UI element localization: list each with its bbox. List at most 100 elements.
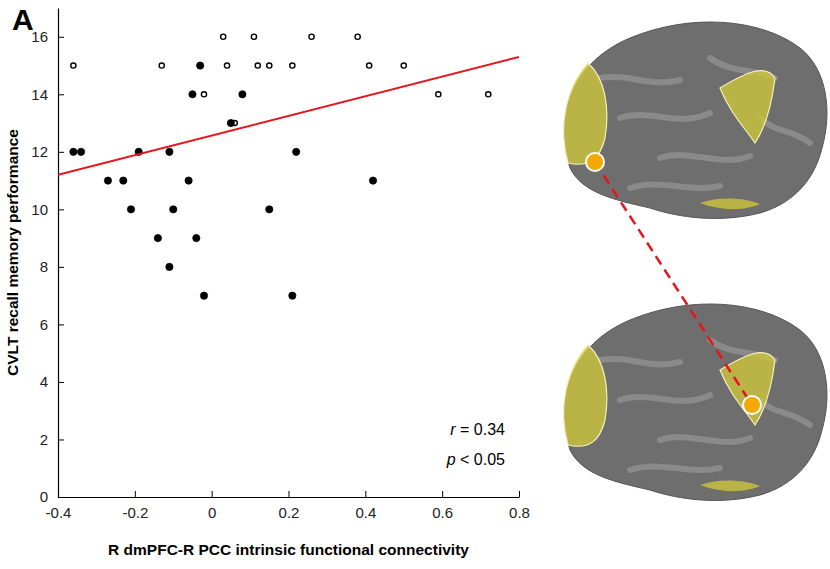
x-axis: -0.4 -0.2 0 0.2 0.4 0.6 0.8: [46, 491, 530, 521]
filled-point: [200, 292, 207, 299]
filled-point: [227, 119, 234, 126]
filled-point: [77, 148, 84, 155]
y-tick-mark: [58, 94, 64, 95]
brain: [564, 22, 827, 218]
y-tick-mark: [58, 382, 64, 383]
x-tick: 0: [208, 491, 216, 521]
filled-point: [185, 177, 192, 184]
open-point: [251, 34, 256, 39]
y-tick-label: 4: [40, 373, 48, 390]
seed-point: [586, 153, 604, 171]
dmpfc-region: [564, 345, 607, 446]
open-point: [436, 92, 441, 97]
open-point: [224, 63, 229, 68]
panel-letter: A: [12, 3, 34, 36]
open-point: [309, 34, 314, 39]
y-tick: 8: [40, 258, 64, 275]
pcc-region: [720, 353, 775, 425]
x-tick-label: -0.4: [46, 504, 72, 521]
open-point: [267, 63, 272, 68]
x-tick: 0.8: [509, 491, 530, 521]
x-tick-label: 0.6: [432, 504, 453, 521]
filled-point: [239, 91, 246, 98]
x-tick-label: 0: [208, 504, 216, 521]
connection-line: [595, 162, 752, 405]
y-axis-line: [58, 9, 59, 498]
open-point: [159, 63, 164, 68]
brain-gyrus: [660, 437, 750, 442]
y-tick-label: 8: [40, 258, 48, 275]
filled-point: [70, 148, 77, 155]
y-tick-mark: [58, 209, 64, 210]
y-tick-label: 16: [31, 28, 48, 45]
brain-gyrus: [630, 184, 720, 188]
filled-point: [289, 292, 296, 299]
y-tick: 10: [31, 201, 64, 218]
plot: -0.4-0.200.20.40.60.80246810121416r = 0.…: [31, 9, 530, 521]
x-tick-mark: [365, 491, 366, 497]
y-tick-label: 2: [40, 431, 48, 448]
x-tick-label: -0.2: [122, 504, 148, 521]
filled-point: [189, 91, 196, 98]
x-tick: 0.4: [355, 491, 376, 521]
open-point: [355, 34, 360, 39]
brain-gyrus: [600, 359, 680, 364]
x-axis-title: R dmPFC-R PCC intrinsic functional conne…: [108, 541, 469, 558]
filled-point: [166, 148, 173, 155]
x-tick-label: 0.2: [279, 504, 300, 521]
dmpfc-region: [564, 63, 607, 164]
open-point: [290, 63, 295, 68]
pcc-region: [720, 71, 775, 143]
y-tick-mark: [58, 439, 64, 440]
x-tick: 0.6: [432, 491, 453, 521]
x-tick-mark: [135, 491, 136, 497]
filled-point: [197, 62, 204, 69]
open-point: [221, 34, 226, 39]
y-tick-mark: [58, 497, 64, 498]
x-tick-mark: [519, 491, 520, 497]
x-tick-label: 0.8: [509, 504, 530, 521]
y-tick-mark: [58, 267, 64, 268]
filled-point: [104, 177, 111, 184]
filled-point: [193, 235, 200, 242]
brain-gyrus: [620, 395, 710, 401]
y-tick-label: 12: [31, 143, 48, 160]
filled-point: [154, 235, 161, 242]
y-tick-mark: [58, 152, 64, 153]
y-tick-label: 6: [40, 316, 48, 333]
y-tick: 16: [31, 28, 64, 45]
marks: [58, 34, 519, 299]
mtl-region: [700, 199, 760, 210]
chart: -0.4-0.200.20.40.60.80246810121416r = 0.…: [0, 0, 830, 569]
filled-point: [166, 263, 173, 270]
seed-point: [743, 396, 761, 414]
open-point: [401, 63, 406, 68]
brain-illustrations: [564, 22, 827, 500]
brain-gyrus: [600, 77, 680, 82]
filled-point: [127, 206, 134, 213]
x-tick: -0.2: [122, 491, 148, 521]
x-tick-mark: [442, 491, 443, 497]
y-tick-mark: [58, 324, 64, 325]
y-axis: 0 2 4 6 8 10 12 14 16: [31, 9, 64, 506]
y-tick: 14: [31, 86, 64, 103]
open-point: [255, 63, 260, 68]
y-tick: 0: [40, 488, 64, 505]
y-tick-label: 10: [31, 201, 48, 218]
brain: [564, 304, 827, 500]
x-tick-mark: [212, 491, 213, 497]
y-tick: 2: [40, 431, 64, 448]
brain-gyrus: [760, 118, 810, 143]
filled-point: [369, 177, 376, 184]
y-tick-label: 0: [40, 488, 48, 505]
x-axis-line: [59, 497, 520, 498]
open-point: [71, 63, 76, 68]
fit-line: [58, 57, 519, 175]
open-point: [367, 63, 372, 68]
y-tick: 12: [31, 143, 64, 160]
open-point: [201, 92, 206, 97]
x-tick-mark: [289, 491, 290, 497]
brain-gyrus: [660, 155, 750, 160]
filled-point: [120, 177, 127, 184]
y-tick-mark: [58, 37, 64, 38]
